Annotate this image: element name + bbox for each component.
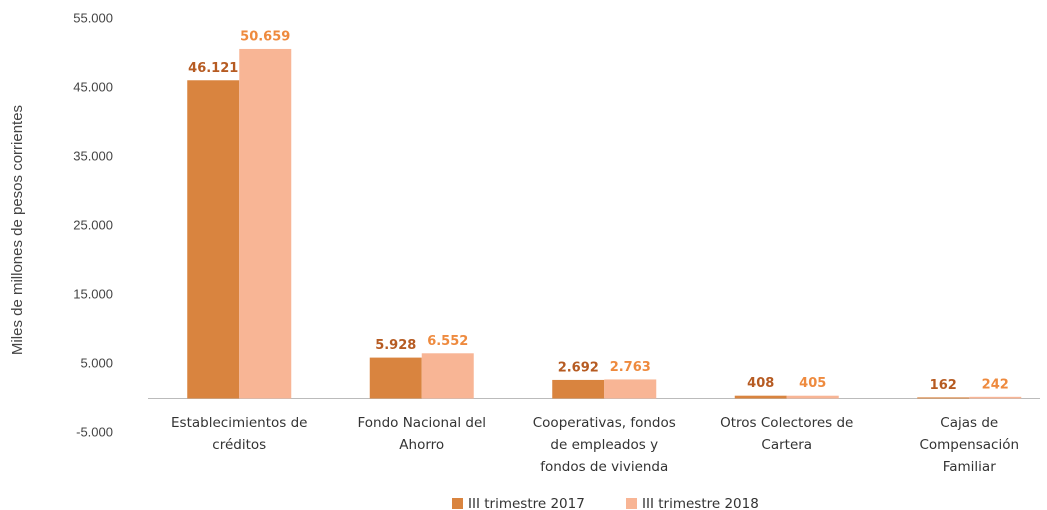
legend-label: III trimestre 2018 <box>642 496 759 510</box>
y-tick-label: 15.000 <box>73 286 113 301</box>
x-tick-label: Compensación <box>919 437 1019 453</box>
value-label: 2.763 <box>610 360 651 375</box>
y-axis-label: Miles de millones de pesos corrientes <box>9 105 26 355</box>
y-tick-label: 35.000 <box>73 148 113 163</box>
x-tick-label: de empleados y <box>550 437 658 453</box>
bar <box>969 396 1022 399</box>
x-tick-label: Cooperativas, fondos <box>533 415 676 431</box>
legend-label: III trimestre 2017 <box>468 496 585 510</box>
y-tick-label: 25.000 <box>73 217 113 232</box>
bar <box>421 353 474 399</box>
bar <box>187 80 240 399</box>
y-tick-label: 45.000 <box>73 79 113 94</box>
y-tick-label: -5.000 <box>76 424 113 439</box>
x-tick-label: Otros Colectores de <box>720 415 853 431</box>
value-label: 408 <box>747 376 774 391</box>
x-tick-label: fondos de vivienda <box>540 459 668 475</box>
bar <box>552 379 605 399</box>
value-label: 162 <box>930 378 957 393</box>
value-label: 5.928 <box>375 338 416 353</box>
x-tick-label: Establecimientos de <box>171 415 307 431</box>
legend-swatch <box>452 498 463 509</box>
legend-swatch <box>626 498 637 509</box>
bar <box>734 395 787 399</box>
value-label: 2.692 <box>558 360 599 375</box>
bar <box>786 395 839 399</box>
value-label: 405 <box>799 376 826 391</box>
x-tick-label: Cajas de <box>940 415 998 431</box>
bar <box>369 357 422 399</box>
value-label: 50.659 <box>240 29 290 44</box>
value-label: 6.552 <box>427 334 468 349</box>
x-tick-label: Fondo Nacional del <box>357 415 486 431</box>
x-tick-label: Familiar <box>943 459 996 475</box>
x-tick-label: Cartera <box>761 437 812 453</box>
bar <box>604 379 657 399</box>
y-tick-label: 5.000 <box>80 355 113 370</box>
bar <box>917 397 970 399</box>
value-label: 242 <box>982 377 1009 392</box>
x-tick-label: créditos <box>212 437 266 453</box>
value-label: 46.121 <box>188 61 238 76</box>
y-tick-label: 55.000 <box>73 10 113 25</box>
x-tick-label: Ahorro <box>399 437 444 453</box>
bar <box>239 48 292 399</box>
